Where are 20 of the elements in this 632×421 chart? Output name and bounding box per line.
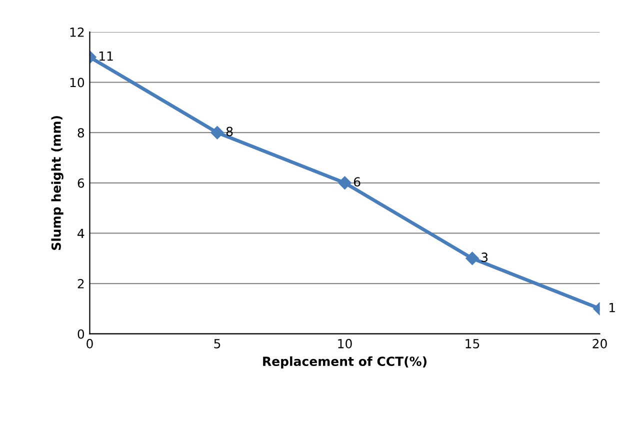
y-tick-label: 0 <box>78 329 84 339</box>
data-label: 11 <box>99 51 113 61</box>
data-label: 8 <box>226 126 233 136</box>
y-tick-label: 6 <box>78 178 84 188</box>
x-tick-label: 5 <box>214 339 220 348</box>
y-tick-label: 8 <box>78 128 84 138</box>
y-tick-label: 10 <box>70 78 84 88</box>
data-label: 3 <box>482 252 488 262</box>
x-tick-label: 0 <box>86 338 93 348</box>
point <box>338 176 352 190</box>
y-tick-label: 12 <box>70 27 84 37</box>
y-tick-label: 4 <box>78 228 84 238</box>
x-tick-label: 20 <box>592 338 607 348</box>
y-tick-label: 2 <box>78 279 84 288</box>
data-label: 1 <box>609 303 615 312</box>
data-label: 6 <box>354 177 360 187</box>
x-tick-label: 10 <box>338 338 352 348</box>
y-axis-title: Slump height (mm) <box>51 116 64 250</box>
x-tick-label: 15 <box>466 339 480 348</box>
x-axis-title: Replacement of CCT(%) <box>263 356 426 368</box>
